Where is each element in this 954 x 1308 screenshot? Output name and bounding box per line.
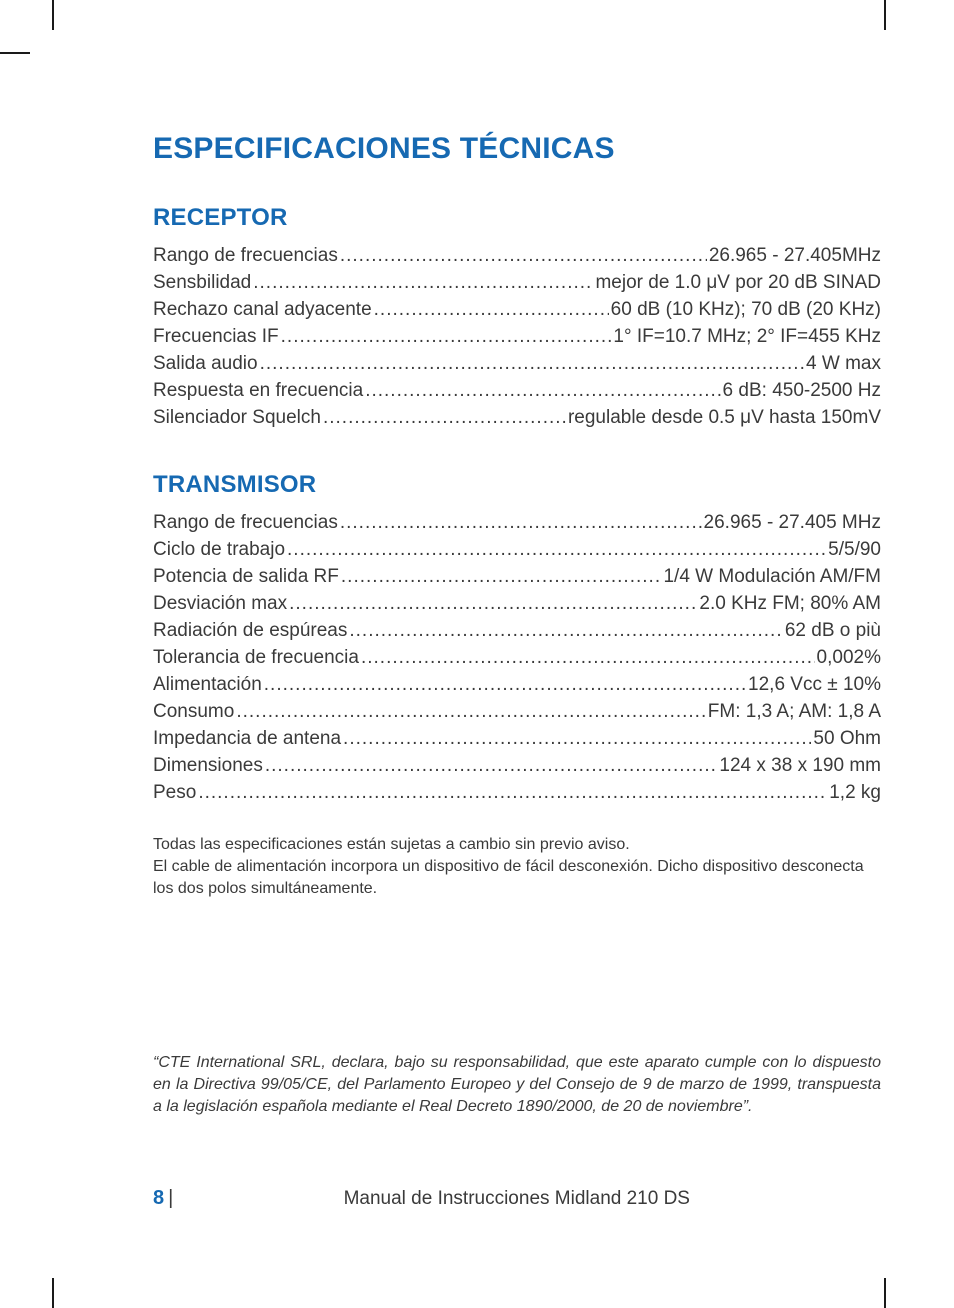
spec-value: 50 Ohm [811, 725, 881, 752]
spec-label: Rango de frecuencias [153, 509, 340, 536]
spec-row: Consumo FM: 1,3 A; AM: 1,8 A [153, 698, 881, 725]
spec-row: Rango de frecuencias 26.965 - 27.405 MHz [153, 509, 881, 536]
spec-label: Silenciador Squelch [153, 404, 323, 431]
spec-value: 1° IF=10.7 MHz; 2° IF=455 KHz [611, 323, 881, 350]
spec-value: 5/5/90 [826, 536, 881, 563]
spec-label: Alimentación [153, 671, 264, 698]
spec-value: 2.0 KHz FM; 80% AM [697, 590, 881, 617]
crop-mark-v-top-right [884, 0, 886, 30]
spec-dots [365, 377, 720, 404]
spec-dots [281, 323, 612, 350]
spec-label: Respuesta en frecuencia [153, 377, 365, 404]
spec-dots [349, 617, 783, 644]
spec-dots [343, 725, 811, 752]
spec-label: Impedancia de antena [153, 725, 343, 752]
spec-label: Dimensiones [153, 752, 265, 779]
spec-row: Tolerancia de frecuencia 0,002% [153, 644, 881, 671]
page-number: 8 [153, 1187, 164, 1210]
spec-value: 124 x 38 x 190 mm [717, 752, 881, 779]
spec-row: Respuesta en frecuencia 6 dB: 450-2500 H… [153, 377, 881, 404]
spec-dots [260, 350, 804, 377]
note-line: Todas las especificaciones están sujetas… [153, 834, 881, 856]
spec-value: 26.965 - 27.405 MHz [702, 509, 881, 536]
crop-mark-h-top-left [0, 52, 30, 54]
page-title: ESPECIFICACIONES TÉCNICAS [153, 132, 881, 166]
spec-label: Rechazo canal adyacente [153, 296, 374, 323]
spec-dots [361, 644, 815, 671]
spec-value: regulable desde 0.5 μV hasta 150mV [566, 404, 881, 431]
page-footer: 8 | Manual de Instrucciones Midland 210 … [153, 1187, 881, 1210]
footer-manual-title: Manual de Instrucciones Midland 210 DS [344, 1188, 690, 1210]
spec-label: Potencia de salida RF [153, 563, 341, 590]
spec-dots [253, 269, 593, 296]
spec-value: 26.965 - 27.405MHz [707, 242, 881, 269]
spec-value: mejor de 1.0 μV por 20 dB SINAD [593, 269, 881, 296]
page-content: ESPECIFICACIONES TÉCNICAS RECEPTOR Rango … [153, 132, 881, 1238]
spec-value: 12,6 Vcc ± 10% [746, 671, 881, 698]
spec-row: Impedancia de antena 50 Ohm [153, 725, 881, 752]
notes-block: Todas las especificaciones están sujetas… [153, 834, 881, 900]
spec-row: Radiación de espúreas 62 dB o più [153, 617, 881, 644]
spec-dots [265, 752, 718, 779]
spec-label: Desviación max [153, 590, 289, 617]
spec-row: Rango de frecuencias 26.965 - 27.405MHz [153, 242, 881, 269]
note-line: El cable de alimentación incorpora un di… [153, 856, 881, 900]
spec-dots [287, 536, 826, 563]
spec-dots [374, 296, 609, 323]
spec-value: 4 W max [804, 350, 881, 377]
spec-dots [198, 779, 827, 806]
spec-value: 1,2 kg [827, 779, 881, 806]
spec-list: Rango de frecuencias26.965 - 27.405 MHzC… [153, 509, 881, 806]
spec-row: Desviación max 2.0 KHz FM; 80% AM [153, 590, 881, 617]
spec-dots [323, 404, 566, 431]
spec-row: Ciclo de trabajo 5/5/90 [153, 536, 881, 563]
spec-label: Salida audio [153, 350, 260, 377]
sections-container: RECEPTOR Rango de frecuencias 26.965 - 27… [153, 204, 881, 846]
spec-row: Dimensiones 124 x 38 x 190 mm [153, 752, 881, 779]
spec-row: Peso 1,2 kg [153, 779, 881, 806]
spec-value: 0,002% [815, 644, 881, 671]
spec-row: Silenciador Squelch regulable desde 0.5 μ… [153, 404, 881, 431]
spec-dots [289, 590, 697, 617]
crop-mark-v-bottom-right [884, 1278, 886, 1308]
spec-row: Potencia de salida RF 1/4 W Modulación A… [153, 563, 881, 590]
crop-mark-v-top-left [52, 0, 54, 30]
spec-value: 1/4 W Modulación AM/FM [661, 563, 881, 590]
spec-label: Tolerancia de frecuencia [153, 644, 361, 671]
declaration-text: “CTE International SRL, declara, bajo su… [153, 1052, 881, 1118]
spec-label: Rango de frecuencias [153, 242, 340, 269]
spec-list: Rango de frecuencias 26.965 - 27.405MHzS… [153, 242, 881, 431]
crop-mark-v-bottom-left [52, 1278, 54, 1308]
spec-dots [340, 242, 707, 269]
spec-value: 62 dB o più [783, 617, 881, 644]
spec-dots [340, 509, 702, 536]
spec-row: Frecuencias IF 1° IF=10.7 MHz; 2° IF=455… [153, 323, 881, 350]
page-number-separator: | [168, 1187, 173, 1210]
spec-value: FM: 1,3 A; AM: 1,8 A [706, 698, 881, 725]
spec-row: Rechazo canal adyacente 60 dB (10 KHz); … [153, 296, 881, 323]
spec-dots [236, 698, 705, 725]
spec-dots [264, 671, 746, 698]
spec-label: Ciclo de trabajo [153, 536, 287, 563]
spec-row: Alimentación 12,6 Vcc ± 10% [153, 671, 881, 698]
section-heading: TRANSMISOR [153, 471, 881, 499]
spec-label: Sensbilidad [153, 269, 253, 296]
spec-row: Sensbilidad mejor de 1.0 μV por 20 dB SI… [153, 269, 881, 296]
spec-row: Salida audio 4 W max [153, 350, 881, 377]
spec-dots [341, 563, 662, 590]
spec-label: Consumo [153, 698, 236, 725]
spec-value: 6 dB: 450-2500 Hz [721, 377, 881, 404]
spec-label: Peso [153, 779, 198, 806]
spec-label: Frecuencias IF [153, 323, 281, 350]
section-heading: RECEPTOR [153, 204, 881, 232]
spec-label: Radiación de espúreas [153, 617, 349, 644]
spec-value: 60 dB (10 KHz); 70 dB (20 KHz) [609, 296, 881, 323]
